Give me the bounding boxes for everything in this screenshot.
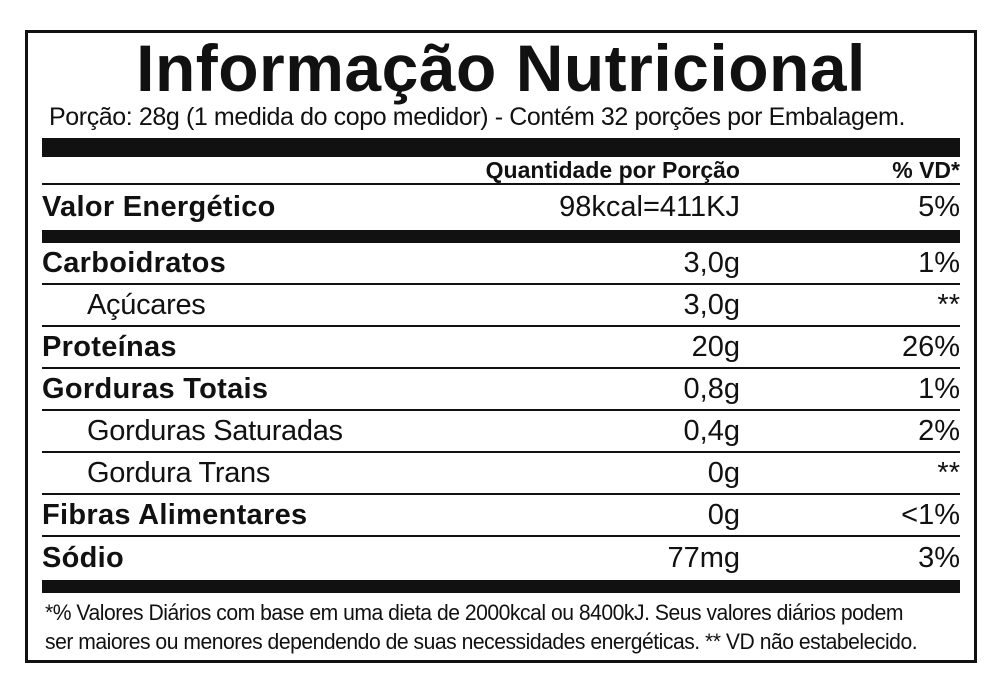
nutrient-quantity: 0,8g (683, 372, 740, 405)
column-header-daily-value: % VD* (892, 157, 960, 183)
nutrient-quantity: 0g (707, 456, 740, 489)
nutrient-daily-value: 5% (918, 191, 960, 223)
footnote-line-1: *% Valores Diários com base em uma dieta… (45, 600, 904, 625)
nutrient-quantity: 3,0g (683, 246, 740, 279)
nutrient-daily-value: 3% (918, 542, 960, 574)
nutrient-row-energy: Valor Energético 98kcal=411KJ 5% (42, 185, 960, 230)
nutrient-daily-value: 2% (918, 414, 960, 447)
nutrient-name: Gorduras Saturadas (87, 414, 343, 447)
nutrient-daily-value: <1% (901, 498, 960, 531)
nutrient-quantity: 20g (691, 330, 740, 363)
serving-info: Porção: 28g (1 medida do copo medidor) -… (49, 103, 905, 131)
nutrient-name: Açúcares (87, 288, 206, 321)
nutrient-name: Proteínas (42, 330, 177, 363)
nutrient-row-protein: Proteínas 20g 26% (42, 327, 960, 369)
nutrient-row-saturated-fat: Gorduras Saturadas 0,4g 2% (42, 411, 960, 453)
nutrient-row-trans-fat: Gordura Trans 0g ** (42, 453, 960, 495)
column-header-quantity: Quantidade por Porção (485, 157, 740, 183)
nutrient-daily-value: 1% (918, 372, 960, 405)
separator-bar-top (42, 138, 960, 157)
nutrient-quantity: 0g (707, 498, 740, 531)
nutrient-daily-value: 1% (918, 246, 960, 279)
nutrient-daily-value: ** (937, 288, 960, 321)
nutrient-name: Gordura Trans (87, 456, 271, 489)
nutrient-row-sugars: Açúcares 3,0g ** (42, 285, 960, 327)
separator-bar-after-energy (42, 230, 960, 243)
nutrient-quantity: 98kcal=411KJ (559, 191, 740, 223)
label-title: Informação Nutricional (136, 31, 866, 105)
nutrient-row-total-fat: Gorduras Totais 0,8g 1% (42, 369, 960, 411)
table-header-row: Quantidade por Porção % VD* (42, 157, 960, 185)
nutrient-row-carbs: Carboidratos 3,0g 1% (42, 243, 960, 285)
nutrition-label: Informação Nutricional Porção: 28g (1 me… (25, 30, 977, 663)
nutrient-row-sodium: Sódio 77mg 3% (42, 537, 960, 580)
nutrient-name: Gorduras Totais (42, 372, 269, 405)
nutrient-quantity: 0,4g (683, 414, 740, 447)
footnote: *% Valores Diários com base em uma dieta… (45, 598, 960, 656)
nutrient-quantity: 77mg (667, 542, 740, 574)
nutrient-name: Fibras Alimentares (42, 498, 308, 531)
nutrient-daily-value: 26% (901, 330, 960, 363)
nutrient-name: Sódio (42, 542, 125, 574)
nutrient-row-fiber: Fibras Alimentares 0g <1% (42, 495, 960, 537)
separator-bar-bottom (42, 580, 960, 593)
nutrient-quantity: 3,0g (683, 288, 740, 321)
nutrient-daily-value: ** (937, 456, 960, 489)
footnote-line-2: ser maiores ou menores dependendo de sua… (45, 629, 918, 654)
nutrient-name: Carboidratos (42, 246, 227, 279)
nutrient-name: Valor Energético (42, 191, 276, 223)
